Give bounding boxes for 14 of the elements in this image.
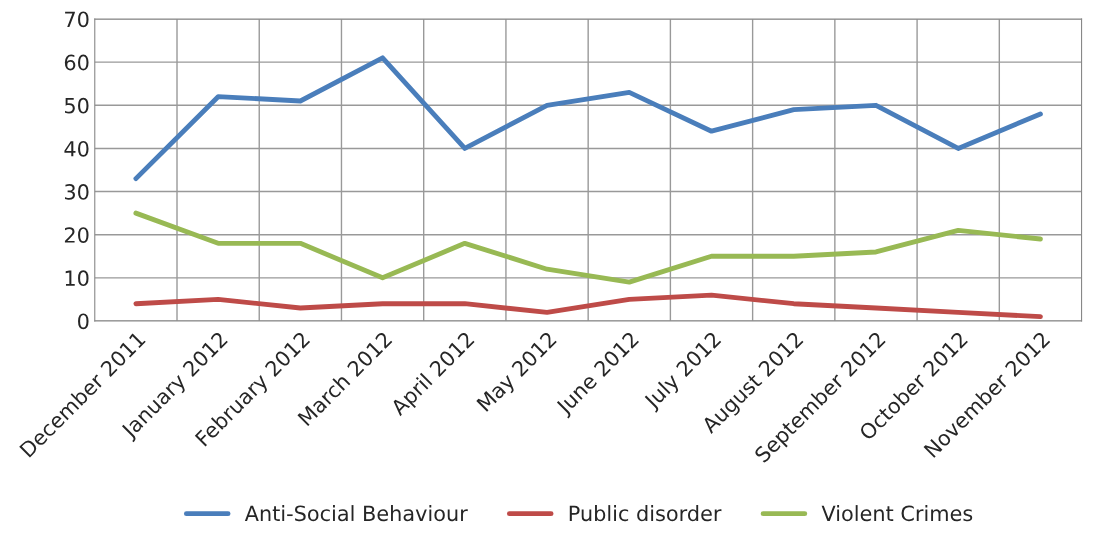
y-tick-label: 40 bbox=[64, 140, 89, 157]
y-tick-label: 50 bbox=[65, 97, 89, 114]
y-tick-label: 60 bbox=[64, 54, 89, 71]
y-tick-label: 0 bbox=[78, 313, 89, 330]
legend-label: Public disorder bbox=[569, 505, 722, 522]
y-tick-label: 10 bbox=[65, 270, 89, 287]
y-tick-label: 70 bbox=[65, 11, 89, 28]
line-series bbox=[133, 292, 1043, 320]
y-tick-label: 20 bbox=[64, 227, 89, 243]
line-series bbox=[133, 210, 1043, 285]
line-series bbox=[133, 55, 1043, 182]
legend-label: Anti-Social Behaviour bbox=[244, 505, 468, 522]
legend-label: Violent Crimes bbox=[821, 505, 973, 522]
y-tick-label: 30 bbox=[64, 184, 89, 200]
